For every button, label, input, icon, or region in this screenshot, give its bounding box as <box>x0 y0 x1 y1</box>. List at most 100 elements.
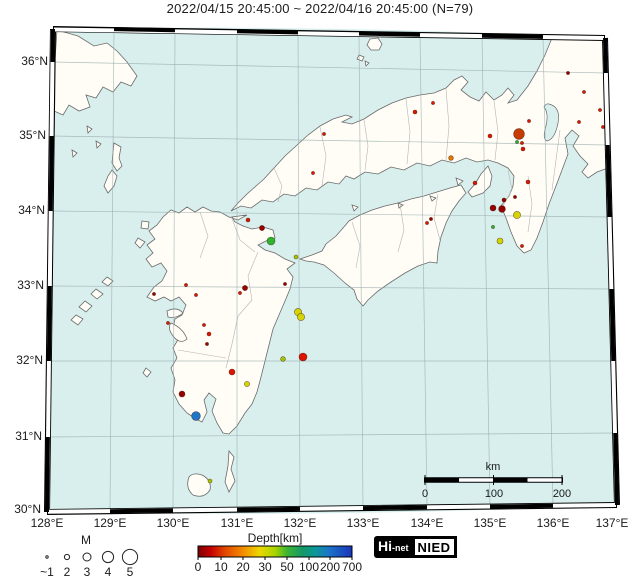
shodoshima-islet <box>455 177 464 186</box>
earthquake-marker <box>520 244 524 248</box>
earthquake-marker <box>297 313 305 321</box>
nied-logo-part: NIED <box>411 536 457 558</box>
map-content: km 0 100 200 <box>47 28 616 512</box>
earthquake-marker <box>293 254 299 260</box>
scale-bar-unit: km <box>486 461 501 473</box>
seto-islet <box>429 195 437 202</box>
depth-tick: 100 <box>299 560 319 574</box>
earthquake-marker <box>598 108 602 112</box>
earthquake-marker <box>448 155 454 161</box>
honshu-landmass <box>230 37 609 254</box>
earthquake-marker <box>311 171 315 175</box>
lon-label: 136°E <box>537 516 570 530</box>
graticule-grid <box>47 28 616 512</box>
lon-label: 130°E <box>157 516 190 530</box>
korea-islet <box>86 125 93 134</box>
magnitude-tick: 3 <box>84 565 91 579</box>
earthquake-marker <box>491 225 495 229</box>
depth-colorbar-legend: Depth[km] 0 10 20 30 50 100 200 700 <box>195 531 363 574</box>
oki-island <box>366 37 383 51</box>
lat-label: 30°N <box>14 502 41 516</box>
depth-tick: 20 <box>236 560 250 574</box>
depth-tick: 700 <box>342 560 362 574</box>
depth-tick: 50 <box>280 560 294 574</box>
earthquake-marker <box>283 282 287 286</box>
korea-landmass <box>52 29 138 116</box>
iki-island <box>140 220 150 230</box>
earthquake-marker <box>298 352 308 362</box>
depth-tick: 0 <box>195 560 202 574</box>
hinet-logo-net: -net <box>392 543 409 553</box>
earthquake-marker <box>202 323 206 327</box>
earthquake-marker <box>513 195 517 199</box>
magnitude-legend-circles <box>45 548 139 566</box>
goto-island <box>90 288 104 300</box>
earthquake-marker <box>527 119 531 123</box>
magnitude-tick: 5 <box>127 565 134 579</box>
earthquake-marker <box>206 331 212 337</box>
depth-legend-title: Depth[km] <box>248 531 303 545</box>
scale-tick: 200 <box>553 488 571 500</box>
earthquake-marker <box>244 381 250 387</box>
lon-label: 129°E <box>94 516 127 530</box>
earthquake-marker <box>515 140 519 144</box>
lat-label: 32°N <box>16 353 43 367</box>
earthquake-marker <box>582 90 586 94</box>
lat-label: 35°N <box>19 128 46 142</box>
earthquake-marker <box>207 478 213 484</box>
earthquake-marker <box>513 128 525 140</box>
earthquake-marker <box>184 283 188 287</box>
earthquake-marker <box>259 225 265 231</box>
yakushima-island <box>187 473 211 497</box>
earthquake-marker <box>498 205 506 213</box>
tanegashima-island <box>224 449 236 493</box>
earthquake-marker <box>501 197 507 203</box>
earthquake-marker <box>496 237 504 245</box>
earthquake-marker <box>242 285 248 291</box>
depth-colorbar-ticks <box>197 557 353 560</box>
magnitude-tick: ~1 <box>40 565 54 579</box>
goto-island <box>70 314 84 326</box>
korea-islet <box>71 149 78 158</box>
lon-label: 131°E <box>221 516 254 530</box>
scale-bar: km 0 100 200 <box>422 461 571 500</box>
earthquake-marker <box>513 211 521 219</box>
lon-label: 137°E <box>596 516 629 530</box>
magnitude-legend-circle <box>121 548 139 566</box>
oki-island <box>364 60 370 67</box>
earthquake-marker <box>520 146 526 152</box>
magnitude-tick: 2 <box>64 565 71 579</box>
awaji-island <box>467 165 493 198</box>
earthquake-marker <box>489 204 497 212</box>
goto-island <box>78 300 93 313</box>
earthquake-marker <box>520 141 524 145</box>
earthquake-marker <box>266 236 276 246</box>
lon-label: 128°E <box>31 516 64 530</box>
earthquake-marker <box>194 293 198 297</box>
earthquake-marker <box>429 217 433 221</box>
scale-tick: 100 <box>485 488 503 500</box>
longitude-labels: 128°E 129°E 130°E 131°E 132°E 133°E 134°… <box>31 516 629 530</box>
magnitude-tick: 4 <box>105 565 112 579</box>
earthquake-marker <box>191 411 201 421</box>
scale-tick: 0 <box>422 488 428 500</box>
depth-colorbar <box>197 545 353 558</box>
earthquake-marker <box>425 221 429 225</box>
magnitude-legend-circle <box>82 552 92 562</box>
earthquake-marker <box>322 132 326 136</box>
hinet-logo-hi: Hi <box>378 538 392 554</box>
magnitude-legend-title: M <box>81 533 91 547</box>
map-frame <box>44 26 620 515</box>
lon-label: 133°E <box>347 516 380 530</box>
kyushu-landmass <box>145 206 296 435</box>
amakusa-island <box>166 308 184 318</box>
earthquake-marker <box>245 217 251 223</box>
frame-degree-segments <box>45 27 619 514</box>
magnitude-legend-circle <box>101 550 115 564</box>
lon-label: 135°E <box>474 516 507 530</box>
page-title: 2022/04/15 20:45:00 ~ 2022/04/16 20:45:0… <box>166 1 474 16</box>
hinet-logo-part: Hi -net <box>374 536 412 558</box>
oki-island <box>356 54 365 62</box>
